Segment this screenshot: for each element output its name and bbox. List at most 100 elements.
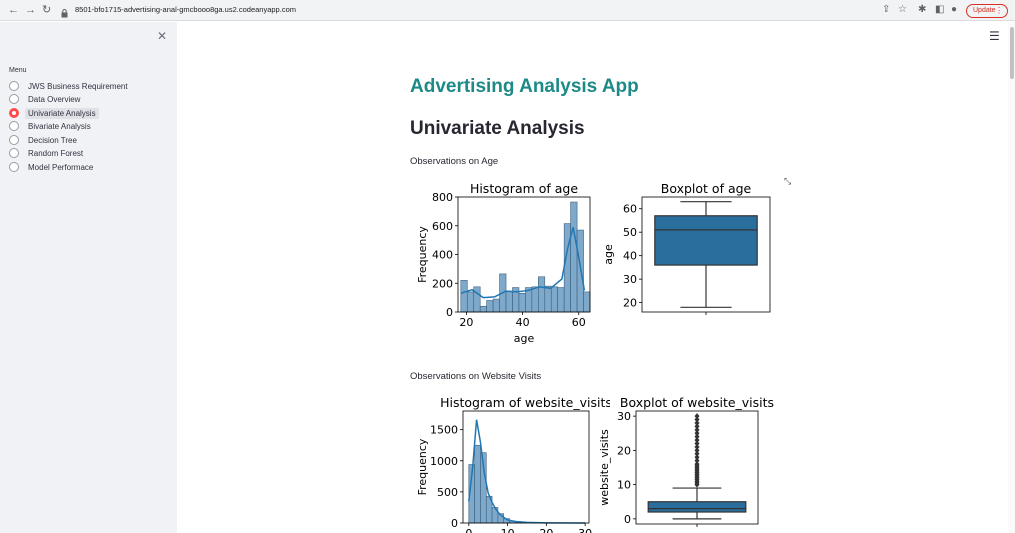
sidepanel-icon[interactable]: ◧ <box>935 4 945 15</box>
scrollbar-thumb[interactable] <box>1010 27 1014 79</box>
kde-line <box>468 419 586 524</box>
share-icon[interactable]: ⇪ <box>882 4 891 15</box>
forward-icon[interactable]: → <box>25 4 36 16</box>
x-tick-label: 20 <box>539 527 553 533</box>
radio-item-bivariate-analysis[interactable]: Bivariate Analysis <box>9 120 94 132</box>
radio-item-model-performace[interactable]: Model Performace <box>9 161 96 173</box>
histogram-bar <box>557 287 565 313</box>
box-iqr <box>654 215 758 266</box>
histogram-bar <box>492 298 500 313</box>
y-tick-label: 800 <box>432 191 453 204</box>
boxplot-website-visits-chart: Boxplot of website_visits 0 10 20 30 website_… <box>598 395 774 527</box>
radio-button-icon[interactable] <box>9 94 19 104</box>
y-tick-label: 20 <box>617 444 631 457</box>
y-tick-label: 200 <box>432 277 453 290</box>
histogram-bar <box>544 285 552 313</box>
plot-frame <box>462 410 590 524</box>
y-tick-label: 400 <box>432 249 453 262</box>
back-icon[interactable]: ← <box>8 4 19 16</box>
radio-item-data-overview[interactable]: Data Overview <box>9 93 83 105</box>
radio-label: Decision Tree <box>28 135 77 145</box>
y-tick-label: 20 <box>623 297 637 310</box>
radio-button-icon[interactable] <box>9 148 19 158</box>
histogram-bar <box>576 229 584 313</box>
outlier-point <box>694 433 700 440</box>
x-tick-label: 10 <box>501 527 515 533</box>
lock-icon <box>61 5 68 23</box>
section-heading-website-visits: Observations on Website Visits <box>410 371 542 382</box>
kde-line <box>460 226 586 299</box>
y-axis-label: age <box>602 244 615 265</box>
radio-button-icon[interactable] <box>9 81 19 91</box>
radio-label: Data Overview <box>28 94 81 104</box>
x-tick-label: 60 <box>572 316 586 329</box>
radio-label: Bivariate Analysis <box>28 121 91 131</box>
radio-item-jws-business-requirement[interactable]: JWS Business Requirement <box>9 80 131 92</box>
radio-button-icon[interactable] <box>9 135 19 145</box>
y-axis-label: Frequency <box>416 438 429 495</box>
radio-button-icon[interactable] <box>9 162 19 172</box>
y-tick-label: 60 <box>623 203 637 216</box>
histogram-bar <box>583 291 591 313</box>
extensions-icon[interactable]: ✱ <box>918 4 927 15</box>
y-tick-label: 1000 <box>430 455 458 468</box>
app-title: Advertising Analysis App <box>410 76 639 97</box>
histogram-bar <box>563 223 571 313</box>
y-tick-label: 500 <box>437 486 458 499</box>
radio-button-icon[interactable] <box>9 121 19 131</box>
histogram-bar <box>518 293 526 313</box>
y-tick-label: 10 <box>617 479 631 492</box>
radio-item-univariate-analysis[interactable]: Univariate Analysis <box>9 107 99 119</box>
outlier-point <box>694 413 700 420</box>
y-tick-label: 30 <box>623 273 637 286</box>
outlier-point <box>694 440 700 447</box>
url-bar[interactable]: 8501-bfo1715-advertising-anal-gmcbooo8ga… <box>75 5 296 14</box>
hamburger-menu-icon[interactable]: ☰ <box>989 29 1000 43</box>
page-title: Univariate Analysis <box>410 118 585 139</box>
y-tick-label: 600 <box>432 220 453 233</box>
histogram-website-visits-chart: Histogram of website_visits 0 10 20 30 0 500 10… <box>416 395 610 533</box>
radio-item-decision-tree[interactable]: Decision Tree <box>9 134 80 146</box>
outlier-point <box>694 426 700 433</box>
x-axis-label: age <box>514 332 535 345</box>
y-tick-label: 50 <box>623 226 637 239</box>
histogram-bar <box>505 290 513 313</box>
radio-button-selected-icon[interactable] <box>9 108 19 118</box>
x-tick-label: 40 <box>516 316 530 329</box>
sidebar: ✕ Menu JWS Business Requirement Data Ove… <box>0 22 177 533</box>
outlier-point <box>694 423 700 430</box>
histogram-bar <box>570 201 578 313</box>
x-tick-label: 20 <box>459 316 473 329</box>
fullscreen-expand-icon[interactable]: ⤡ <box>784 176 792 186</box>
radio-item-random-forest[interactable]: Random Forest <box>9 147 86 159</box>
section-heading-age: Observations on Age <box>410 156 499 167</box>
browser-toolbar: ← → ↻ 8501-bfo1715-advertising-anal-gmcb… <box>0 0 1015 21</box>
y-axis-label: website_visits <box>598 429 611 506</box>
chart-title: Boxplot of website_visits <box>620 395 774 410</box>
y-tick-label: 1500 <box>430 424 458 437</box>
histogram-bar <box>466 291 475 313</box>
outlier-point <box>694 430 700 437</box>
bookmark-star-icon[interactable]: ☆ <box>898 4 907 15</box>
scrollbar-track[interactable] <box>1008 22 1015 533</box>
radio-label: JWS Business Requirement <box>28 81 128 91</box>
profile-icon[interactable]: ● <box>951 4 958 15</box>
y-tick-label: 0 <box>451 517 458 530</box>
histogram-bar <box>473 286 481 313</box>
radio-label: Random Forest <box>28 148 84 158</box>
update-button[interactable]: Update ⋮ <box>966 4 1008 18</box>
chart-title: Histogram of website_visits <box>440 395 610 410</box>
outlier-point <box>694 447 700 454</box>
outlier-point <box>694 419 700 426</box>
outlier-point <box>694 454 700 461</box>
close-icon[interactable]: ✕ <box>157 29 168 43</box>
histogram-bar <box>460 280 468 313</box>
x-tick-label: 30 <box>578 527 592 533</box>
reload-icon[interactable]: ↻ <box>42 4 52 16</box>
outlier-point <box>694 416 700 423</box>
y-tick-label: 0 <box>624 513 631 526</box>
histogram-bar <box>538 276 546 313</box>
outlier-point <box>694 461 700 468</box>
outlier-point <box>694 450 700 457</box>
